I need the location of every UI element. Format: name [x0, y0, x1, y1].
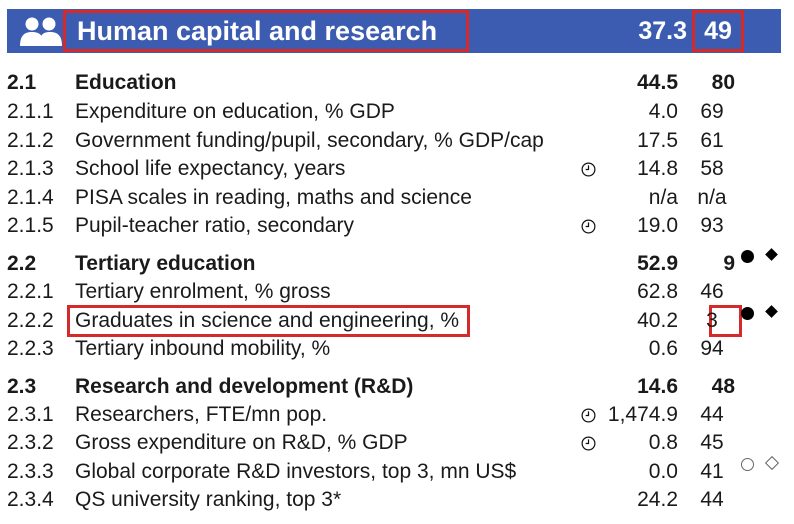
indicator-rank: 58 — [700, 157, 724, 180]
section-row: 2.1 Education 44.5 80 — [0, 69, 794, 97]
indicator-score: 24.2 — [637, 488, 678, 511]
indicator-rank: 46 — [700, 280, 724, 303]
indicator-label: School life expectancy, years — [75, 157, 346, 180]
indicator-score: 19.0 — [637, 214, 678, 237]
indicator-score: 44.5 — [637, 71, 678, 94]
indicator-rank: 94 — [700, 337, 724, 360]
section-row: 2.2 Tertiary education 52.9 9 — [0, 248, 794, 278]
filled-circle-icon — [741, 307, 754, 320]
indicator-code: 2.2.2 — [7, 309, 54, 332]
filled-diamond-icon — [765, 248, 778, 261]
indicator-rank: 9 — [723, 252, 735, 275]
indicator-code: 2.3.3 — [7, 460, 54, 483]
indicator-label: QS university ranking, top 3* — [75, 488, 342, 511]
indicator-rank: 44 — [700, 403, 724, 426]
indicator-label: Research and development (R&D) — [75, 375, 414, 398]
indicator-score: 14.6 — [637, 375, 678, 398]
indicator-score: 0.0 — [648, 460, 678, 483]
indicator-label: Pupil-teacher ratio, secondary — [75, 214, 354, 237]
people-icon — [20, 17, 62, 46]
indicator-row: 2.2.3 Tertiary inbound mobility, % 0.6 94 — [0, 335, 794, 363]
indicator-label: Tertiary inbound mobility, % — [75, 337, 331, 360]
indicator-code: 2.1.1 — [7, 100, 54, 123]
indicator-code: 2.2.1 — [7, 280, 54, 303]
hollow-circle-icon — [741, 458, 754, 471]
indicator-code: 2.3.4 — [7, 488, 54, 511]
indicator-row: 2.2.1 Tertiary enrolment, % gross 62.8 46 — [0, 278, 794, 306]
indicator-code: 2.1.4 — [7, 186, 54, 209]
clock-icon — [581, 408, 596, 423]
indicator-row: 2.1.3 School life expectancy, years 14.8 58 — [0, 155, 794, 183]
indicator-row: 2.3.3 Global corporate R&D investors, top… — [0, 455, 794, 486]
indicator-rank: 41 — [700, 460, 724, 483]
indicator-row: 2.3.4 QS university ranking, top 3* 24.2 44 — [0, 486, 794, 514]
indicator-score: 0.8 — [648, 431, 678, 454]
clock-icon — [581, 162, 596, 177]
indicator-code: 2.1.2 — [7, 129, 54, 152]
indicator-score: 17.5 — [637, 129, 678, 152]
indicator-label: Expenditure on education, % GDP — [75, 100, 395, 123]
indicator-score: 1,474.9 — [607, 403, 678, 426]
indicator-row: 2.1.1 Expenditure on education, % GDP 4.0 6… — [0, 98, 794, 126]
indicator-label: Researchers, FTE/mn pop. — [75, 403, 328, 426]
filled-circle-icon — [741, 250, 754, 263]
label-highlight-box — [67, 305, 470, 337]
indicator-code: 2.1.5 — [7, 214, 54, 237]
indicator-score: 4.0 — [648, 100, 678, 123]
indicator-rank: 48 — [711, 375, 735, 398]
indicator-row: 2.3.2 Gross expenditure on R&D, % GDP 0.8 4… — [0, 429, 794, 457]
indicator-score: 62.8 — [637, 280, 678, 303]
indicator-code: 2.2 — [7, 252, 37, 275]
indicator-rank: 93 — [700, 214, 724, 237]
indicator-row: 2.1.4 PISA scales in reading, maths and s… — [0, 184, 794, 212]
indicator-label: Education — [75, 71, 177, 94]
indicator-rank: 45 — [700, 431, 724, 454]
filled-diamond-icon — [765, 305, 778, 318]
indicator-row: 2.3.1 Researchers, FTE/mn pop. 1,474.9 44 — [0, 401, 794, 429]
pillar-title: Human capital and research — [77, 16, 438, 46]
indicator-label: Tertiary education — [75, 252, 256, 275]
pillar-header: Human capital and research 37.3 49 — [7, 9, 781, 53]
indicator-row: 2.1.5 Pupil-teacher ratio, secondary 19.0 9… — [0, 212, 794, 240]
indicator-rank: n/a — [697, 186, 727, 209]
clock-icon — [581, 436, 596, 451]
indicator-score: 52.9 — [637, 252, 678, 275]
indicator-score: 14.8 — [637, 157, 678, 180]
indicator-rank: 44 — [700, 488, 724, 511]
indicator-rank: 61 — [700, 129, 724, 152]
indicator-code: 2.1.3 — [7, 157, 54, 180]
indicator-row: 2.1.2 Government funding/pupil, secondary… — [0, 127, 794, 155]
indicator-code: 2.2.3 — [7, 337, 54, 360]
rank-highlight-box — [692, 10, 744, 52]
indicator-rank: 69 — [700, 100, 724, 123]
indicator-label: Graduates in science and engineering, % — [75, 309, 460, 332]
indicator-label: Gross expenditure on R&D, % GDP — [75, 431, 408, 454]
title-highlight-box — [63, 10, 469, 52]
indicator-score: 40.2 — [637, 309, 678, 332]
section-row: 2.3 Research and development (R&D) 14.6 48 — [0, 373, 794, 401]
indicator-rank: 80 — [711, 71, 735, 94]
indicator-label: PISA scales in reading, maths and scienc… — [75, 186, 472, 209]
indicator-score: 0.6 — [648, 337, 678, 360]
indicator-label: Tertiary enrolment, % gross — [75, 280, 331, 303]
indicator-rank: 3 — [706, 309, 718, 332]
rank-cell-highlight-box — [709, 305, 742, 337]
indicator-label: Government funding/pupil, secondary, % G… — [75, 129, 544, 152]
pillar-rank: 49 — [704, 17, 732, 45]
indicator-code: 2.3 — [7, 375, 37, 398]
pillar-score: 37.3 — [638, 17, 687, 45]
clock-icon — [581, 219, 596, 234]
hollow-diamond-icon — [764, 455, 780, 471]
indicator-row: 2.2.2 Graduates in science and engineerin… — [0, 305, 794, 335]
indicator-code: 2.3.2 — [7, 431, 54, 454]
indicator-score: n/a — [648, 186, 678, 209]
indicator-label: Global corporate R&D investors, top 3, m… — [75, 460, 517, 483]
indicator-code: 2.3.1 — [7, 403, 54, 426]
indicator-code: 2.1 — [7, 71, 37, 94]
